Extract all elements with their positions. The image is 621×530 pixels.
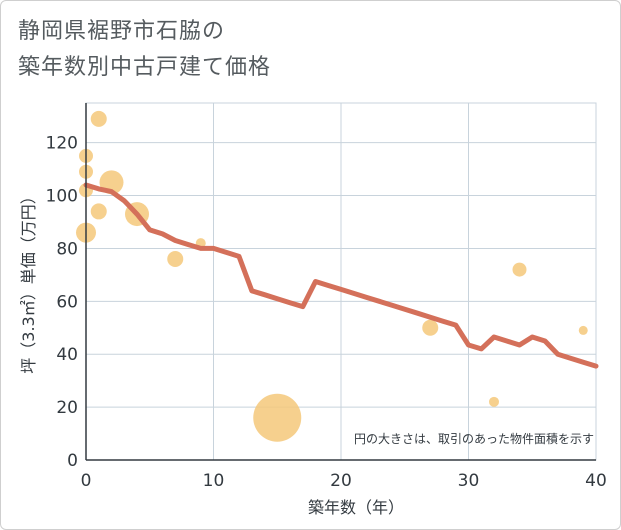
grid-lines: [85, 102, 597, 461]
y-tick-label-20: 20: [56, 398, 78, 418]
y-tick-label-60: 60: [56, 292, 78, 312]
x-tick-label-40: 40: [585, 471, 607, 491]
chart-title-line-2: 築年数別中古戸建て価格: [18, 55, 272, 80]
chart-title: 静岡県裾野市石脇の 築年数別中古戸建て価格: [18, 14, 271, 86]
bubble-point-10: [253, 393, 302, 442]
tick-labels: 0 20 40 60 80 100 120 0 10 20 30 40: [46, 134, 607, 491]
y-tick-label-120: 120: [46, 134, 78, 154]
y-tick-label-40: 40: [56, 345, 78, 365]
axes: [85, 103, 596, 461]
x-tick-label-30: 30: [458, 471, 480, 491]
bubble-point-8: [167, 251, 184, 268]
chart-title-line-1: 静岡県裾野市石脇の: [18, 19, 226, 44]
average-line-series: [83, 182, 599, 369]
bubble-series: [76, 110, 588, 442]
y-tick-label-80: 80: [56, 239, 78, 259]
y-tick-label-0: 0: [67, 451, 78, 471]
x-tick-label-20: 20: [330, 471, 352, 491]
x-axis-title: 築年数（年）: [308, 498, 404, 517]
bubble-point-4: [90, 110, 107, 127]
average-price-line: [83, 182, 599, 369]
bubble-point-12: [489, 396, 499, 407]
x-tick-label-0: 0: [81, 471, 92, 491]
y-axis-title: 坪（3.3㎡）単価（万円）: [19, 188, 38, 373]
bubble-point-11: [422, 319, 439, 336]
bubble-point-5: [90, 203, 107, 220]
bubble-size-note: 円の大きさは、取引のあった物件面積を示す: [354, 431, 594, 446]
x-tick-label-10: 10: [203, 471, 225, 491]
y-tick-label-100: 100: [46, 187, 78, 207]
bubble-point-13: [512, 262, 527, 277]
bubble-point-14: [578, 325, 588, 335]
